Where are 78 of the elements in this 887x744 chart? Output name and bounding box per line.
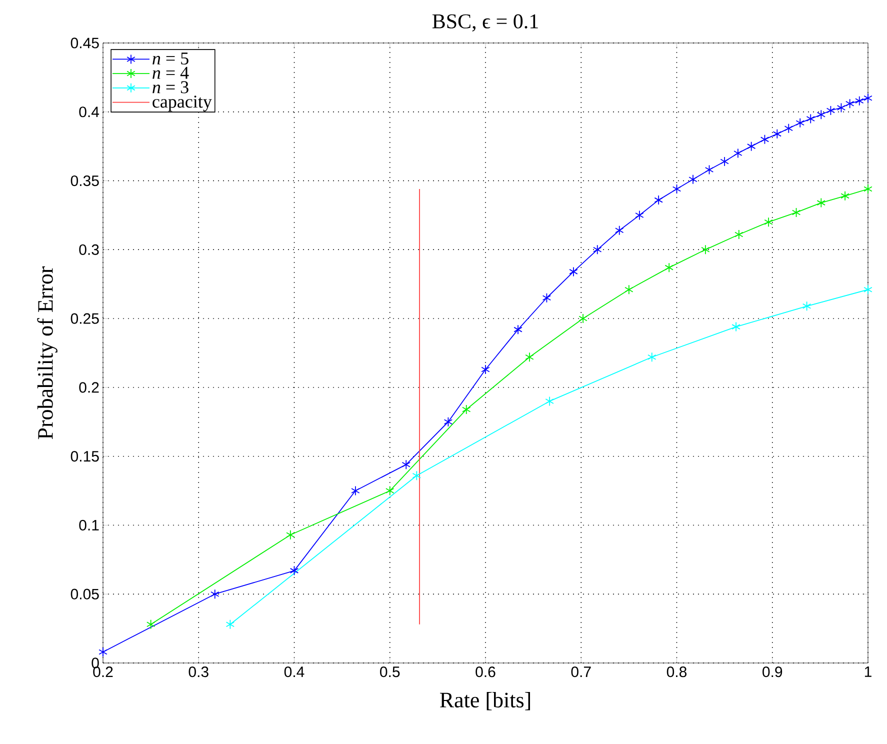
point (816, 198, 826, 208)
point (444, 416, 453, 427)
x-axis-title: Rate [bits] (440, 692, 530, 710)
point (210, 589, 220, 600)
y-tick-label: 0.45 (70, 38, 99, 48)
point (593, 244, 602, 255)
legend-label: n = 5 (152, 52, 188, 65)
legend-label: n = 4 (152, 66, 189, 79)
legend-label: n = 3 (152, 81, 188, 94)
x-tick-label: 0.7 (571, 666, 591, 678)
x-tick-label: 0.6 (476, 666, 496, 678)
point (704, 164, 714, 175)
legend-label: capacity (152, 96, 212, 112)
y-tick-label: 0.4 (79, 106, 100, 118)
x-tick-label: 0.4 (284, 666, 304, 678)
point (569, 266, 578, 277)
point (648, 352, 656, 362)
point (664, 262, 674, 273)
point (864, 184, 872, 194)
point (98, 647, 108, 657)
point (796, 118, 804, 128)
point (481, 364, 490, 374)
point (624, 284, 634, 295)
y-tick-label: 0.05 (70, 588, 99, 600)
point (672, 184, 682, 194)
y-tick-label: 0.15 (70, 451, 99, 462)
point (772, 128, 782, 139)
point (412, 470, 421, 481)
point (654, 195, 663, 206)
point (806, 114, 815, 124)
x-tick-label: 0.2 (93, 666, 113, 678)
point (855, 96, 864, 106)
point (514, 324, 522, 335)
point (826, 106, 836, 116)
x-tick-label: 0.3 (188, 666, 208, 678)
point (286, 530, 295, 540)
point (840, 190, 850, 201)
point (615, 225, 624, 236)
point (746, 141, 756, 152)
point (845, 98, 854, 109)
point (635, 210, 644, 220)
y-axis-title: Probability of Error (37, 266, 58, 440)
y-tick-label: 0.2 (79, 382, 99, 393)
x-tick-label: 0.8 (666, 666, 687, 678)
point (146, 619, 156, 630)
x-tick-label: 0.5 (380, 666, 400, 678)
point (734, 148, 742, 158)
point (720, 156, 729, 166)
point (462, 404, 471, 414)
x-tick-label: 1 (864, 666, 872, 677)
point (864, 93, 872, 104)
point (545, 396, 554, 406)
point (542, 292, 552, 303)
point (802, 301, 812, 312)
chart-title: BSC, ϵ = 0.1 (432, 14, 538, 32)
y-tick-label: 0.35 (70, 175, 99, 186)
point (351, 486, 360, 496)
point (836, 102, 846, 113)
point (792, 208, 801, 218)
point (525, 352, 534, 362)
point (402, 460, 410, 470)
point (578, 314, 588, 324)
y-tick-label: 0.1 (79, 520, 99, 531)
point (864, 284, 872, 295)
point (732, 322, 740, 332)
point (816, 110, 826, 120)
y-tick-label: 0.3 (79, 244, 99, 255)
point (386, 486, 394, 496)
point (760, 134, 770, 144)
point (784, 123, 793, 134)
point (701, 244, 710, 255)
point (290, 566, 299, 576)
y-tick-label: 0.25 (70, 313, 99, 324)
point (734, 230, 744, 240)
point (688, 174, 698, 184)
x-tick-label: 0.9 (762, 666, 782, 678)
point (226, 619, 235, 630)
point (764, 217, 773, 228)
